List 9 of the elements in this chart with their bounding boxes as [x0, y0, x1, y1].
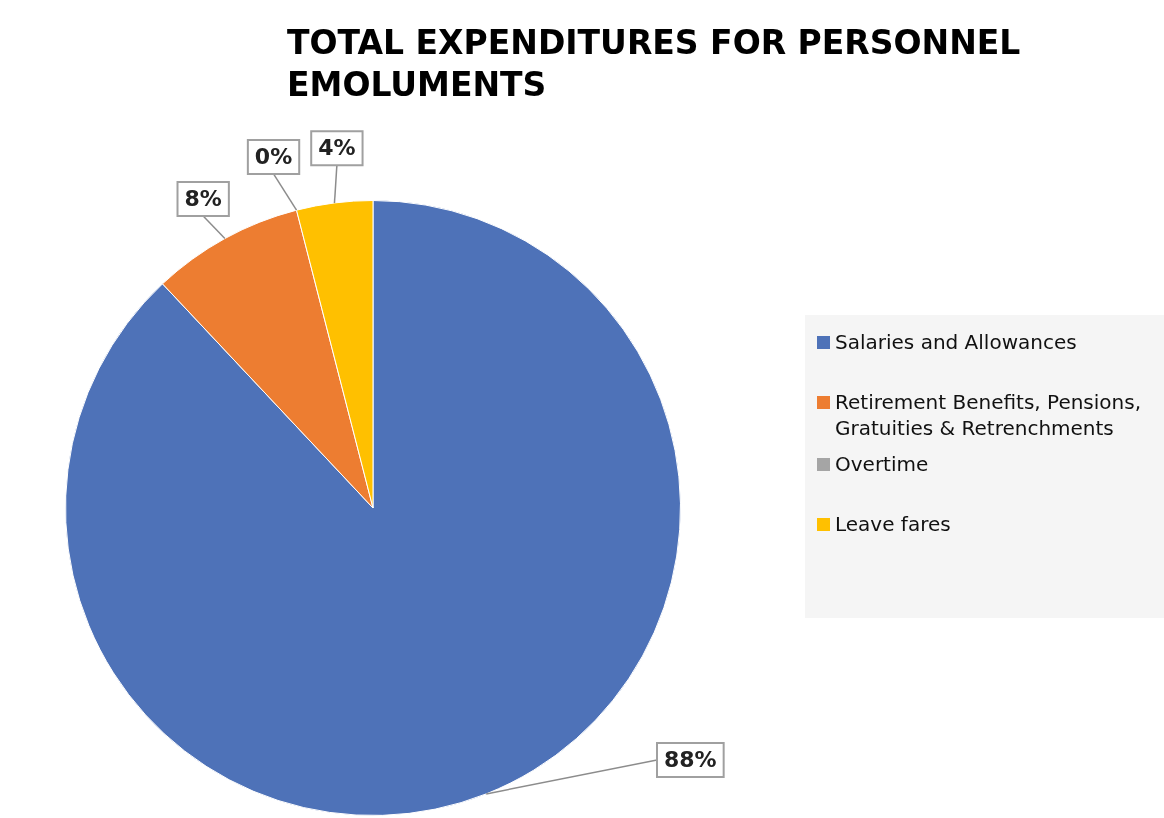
legend-label: Leave fares: [835, 511, 951, 537]
data-label: 4%: [318, 135, 356, 161]
chart-title: TOTAL EXPENDITURES FOR PERSONNEL EMOLUMENTS: [287, 22, 1022, 106]
data-label: 8%: [184, 185, 222, 211]
text: 0%: [254, 143, 293, 169]
data-label: 88%: [664, 746, 717, 772]
legend-label: Salaries and Allowances: [835, 329, 1077, 355]
legend-label: Overtime: [835, 451, 929, 477]
legend-label: Retirement Benefits, Pensions, Gratuities & Retrenchments: [835, 389, 1143, 441]
